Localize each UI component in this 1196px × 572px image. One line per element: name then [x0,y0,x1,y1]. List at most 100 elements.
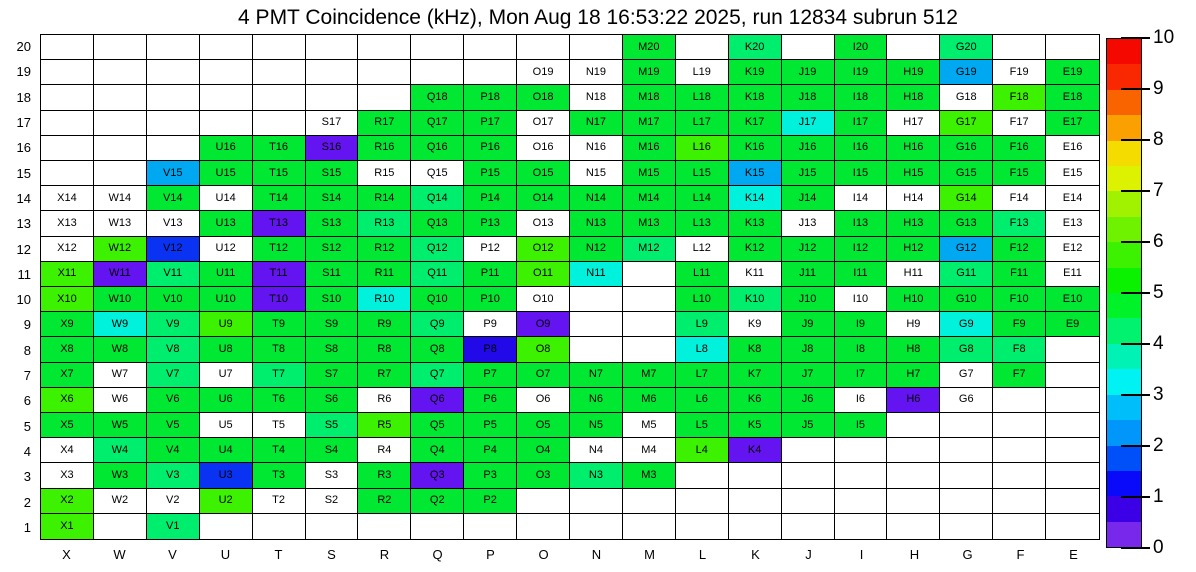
heatmap-cell: V1 [146,513,200,539]
heatmap-cell: J19 [781,60,835,86]
heatmap-cell: R5 [358,413,412,439]
heatmap-cell: W6 [93,387,147,413]
colorbar-band [1107,445,1141,471]
heatmap-cell: H12 [887,236,941,262]
heatmap-cell [622,488,676,514]
y-axis-label: 5 [23,418,31,434]
heatmap-cell: P2 [464,488,518,514]
heatmap-cell: X1 [41,513,94,539]
heatmap-cell: I11 [834,261,888,287]
heatmap-cell: V13 [146,211,200,237]
heatmap-cell: S3 [305,463,359,489]
y-axis-label: 17 [16,115,31,131]
heatmap-cell: E10 [1046,287,1099,313]
heatmap-cell: S13 [305,211,359,237]
heatmap-cell: R13 [358,211,412,237]
heatmap-cell: J13 [781,211,835,237]
heatmap-cell: P11 [464,261,518,287]
colorbar-band [1107,318,1141,344]
heatmap-cell: S4 [305,438,359,464]
heatmap-cell [1046,363,1099,388]
x-axis-label: O [538,547,549,562]
heatmap-cell: P18 [464,85,518,111]
heatmap-cell [306,513,359,539]
heatmap-cell: P6 [464,387,518,413]
heatmap-cell: S12 [305,236,359,262]
colorbar [1106,38,1142,548]
heatmap-cell: E13 [1046,211,1099,237]
heatmap-cell: F10 [993,287,1047,313]
heatmap-cell: P10 [464,287,518,313]
heatmap-cell: G19 [940,60,994,86]
x-axis-label: H [909,547,920,562]
heatmap-cell: N4 [570,438,623,464]
heatmap-cell: I9 [834,312,888,338]
colorbar-band [1107,293,1141,319]
heatmap-cell: R3 [358,463,412,489]
heatmap-cell: U7 [199,362,253,388]
heatmap-cell: Q6 [411,387,465,413]
heatmap-cell [41,110,94,136]
heatmap-cell: S9 [305,312,359,338]
x-axis-label: K [751,547,760,562]
heatmap-cell: P12 [464,236,518,262]
heatmap-cell: N11 [570,261,623,287]
heatmap-cell [93,135,147,161]
colorbar-tick [1121,241,1150,243]
heatmap-cell [305,85,359,111]
heatmap-cell [570,287,623,313]
heatmap-cell: S17 [305,110,359,136]
heatmap-cell: O8 [517,337,570,363]
heatmap-cell [993,463,1047,489]
colorbar-band [1107,140,1141,167]
heatmap-cell: K11 [728,261,782,287]
heatmap-cell [781,438,835,464]
colorbar-tick-label: 5 [1153,282,1164,303]
y-axis-label: 13 [16,216,31,232]
heatmap-cell [781,35,835,61]
colorbar-band [1107,166,1141,192]
heatmap-cell: L11 [675,261,729,287]
heatmap-cell: F19 [993,60,1047,86]
x-axis-label: P [486,547,495,562]
heatmap-cell [623,513,676,539]
heatmap-cell: U8 [199,337,253,363]
heatmap-cell: J5 [781,413,835,439]
heatmap-cell [1046,388,1099,413]
heatmap-cell: O11 [517,261,570,287]
heatmap-cell [835,513,888,539]
y-axis-label: 14 [16,190,31,206]
heatmap-cell: J8 [781,337,835,363]
heatmap-cell [252,110,306,136]
heatmap-cell [940,413,994,439]
y-axis-label: 1 [23,519,31,535]
x-axis-label: E [1069,547,1078,562]
heatmap-cell [993,413,1047,439]
chart-title: 4 PMT Coincidence (kHz), Mon Aug 18 16:5… [238,6,958,29]
colorbar-band [1107,267,1141,294]
heatmap-cell: I20 [834,35,888,61]
heatmap-cell [622,261,676,287]
heatmap-cell [887,463,941,489]
heatmap-cell: H15 [887,161,941,187]
heatmap-cell: I5 [834,413,888,439]
heatmap-cell: S16 [305,135,359,161]
heatmap-cell [305,60,359,86]
x-axis-label: L [698,547,707,562]
heatmap-cell: V14 [146,186,200,212]
heatmap-cell: T10 [252,287,306,313]
heatmap-cell: Q9 [411,312,465,338]
heatmap-cell: M18 [622,85,676,111]
heatmap-cell: K20 [728,35,782,61]
heatmap-cell: T5 [252,413,306,439]
heatmap-cell [887,438,941,464]
heatmap-cell [993,35,1047,61]
heatmap-cell [729,513,782,539]
heatmap-cell: J6 [781,387,835,413]
heatmap-cell: X9 [41,312,94,338]
heatmap-cell: K14 [728,186,782,212]
colorbar-tick [1121,547,1150,549]
heatmap-cell: G10 [940,287,994,313]
heatmap-cell: I19 [834,60,888,86]
